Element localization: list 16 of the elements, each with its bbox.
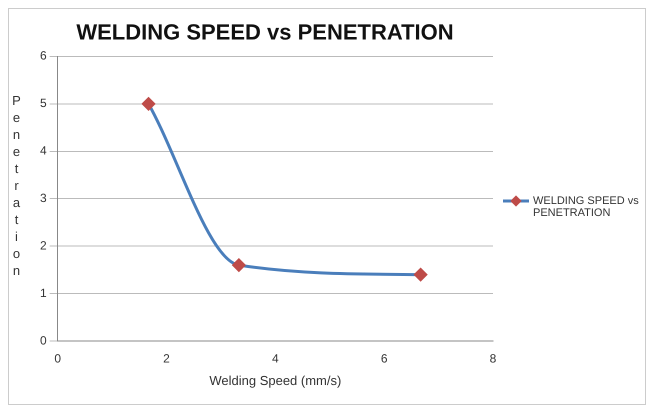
y-axis-title: Penetration bbox=[9, 93, 25, 280]
y-tick-label: 5 bbox=[40, 96, 47, 110]
x-tick-label: 6 bbox=[380, 352, 388, 366]
chart-title: WELDING SPEED vs PENETRATION bbox=[76, 19, 454, 44]
legend-label: WELDING SPEED vs PENETRATION bbox=[533, 194, 640, 218]
y-tick-label: 3 bbox=[40, 191, 47, 206]
x-axis-title: Welding Speed (mm/s) bbox=[209, 372, 342, 388]
y-tick-label: 2 bbox=[40, 238, 47, 252]
y-tick-label: 6 bbox=[40, 48, 47, 63]
x-tick-label: 8 bbox=[490, 352, 497, 366]
x-tick-label: 0 bbox=[54, 352, 62, 366]
x-tick-label: 2 bbox=[163, 352, 170, 366]
x-tick-label: 4 bbox=[272, 352, 279, 366]
y-tick-label: 4 bbox=[40, 144, 47, 158]
y-tick-label: 0 bbox=[40, 333, 47, 348]
y-tick-label: 1 bbox=[40, 286, 47, 300]
